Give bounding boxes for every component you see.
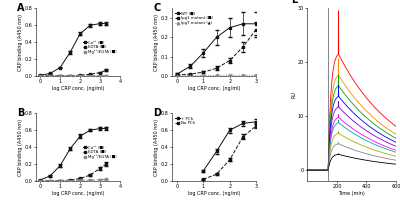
Y-axis label: CRP binding (A450 nm): CRP binding (A450 nm) (154, 14, 159, 71)
Y-axis label: CRP binding (A450 nm): CRP binding (A450 nm) (18, 14, 23, 71)
Y-axis label: CRP binding (A450 nm): CRP binding (A450 nm) (154, 119, 159, 176)
Text: B: B (18, 108, 25, 118)
X-axis label: log CRP conc. (ng/ml): log CRP conc. (ng/ml) (52, 86, 104, 91)
X-axis label: log CRP conc. (ng/ml): log CRP conc. (ng/ml) (52, 191, 104, 196)
X-axis label: log CRP conc. (ng/ml): log CRP conc. (ng/ml) (188, 86, 240, 91)
Y-axis label: CRP binding (A450 nm): CRP binding (A450 nm) (18, 119, 23, 176)
Y-axis label: RU: RU (291, 91, 296, 98)
Text: A: A (18, 3, 25, 13)
Text: E: E (292, 0, 298, 5)
Legend: + PCh, No PCh: + PCh, No PCh (174, 115, 196, 127)
Legend: WT (■), lpg1 mutant (■), lpgT mutant (▲): WT (■), lpg1 mutant (■), lpgT mutant (▲) (174, 10, 214, 27)
Legend: Ca²⁺ (■), EDTA (■), Mg²⁺/EGTA (■): Ca²⁺ (■), EDTA (■), Mg²⁺/EGTA (■) (81, 39, 118, 56)
X-axis label: Time (min): Time (min) (338, 191, 365, 196)
Text: D: D (153, 108, 161, 118)
Text: C: C (153, 3, 160, 13)
X-axis label: log CRP conc. (ng/ml): log CRP conc. (ng/ml) (188, 191, 240, 196)
Legend: Ca²⁺ (■), EDTA (■), Mg²⁺/EGTA (■): Ca²⁺ (■), EDTA (■), Mg²⁺/EGTA (■) (81, 144, 118, 161)
